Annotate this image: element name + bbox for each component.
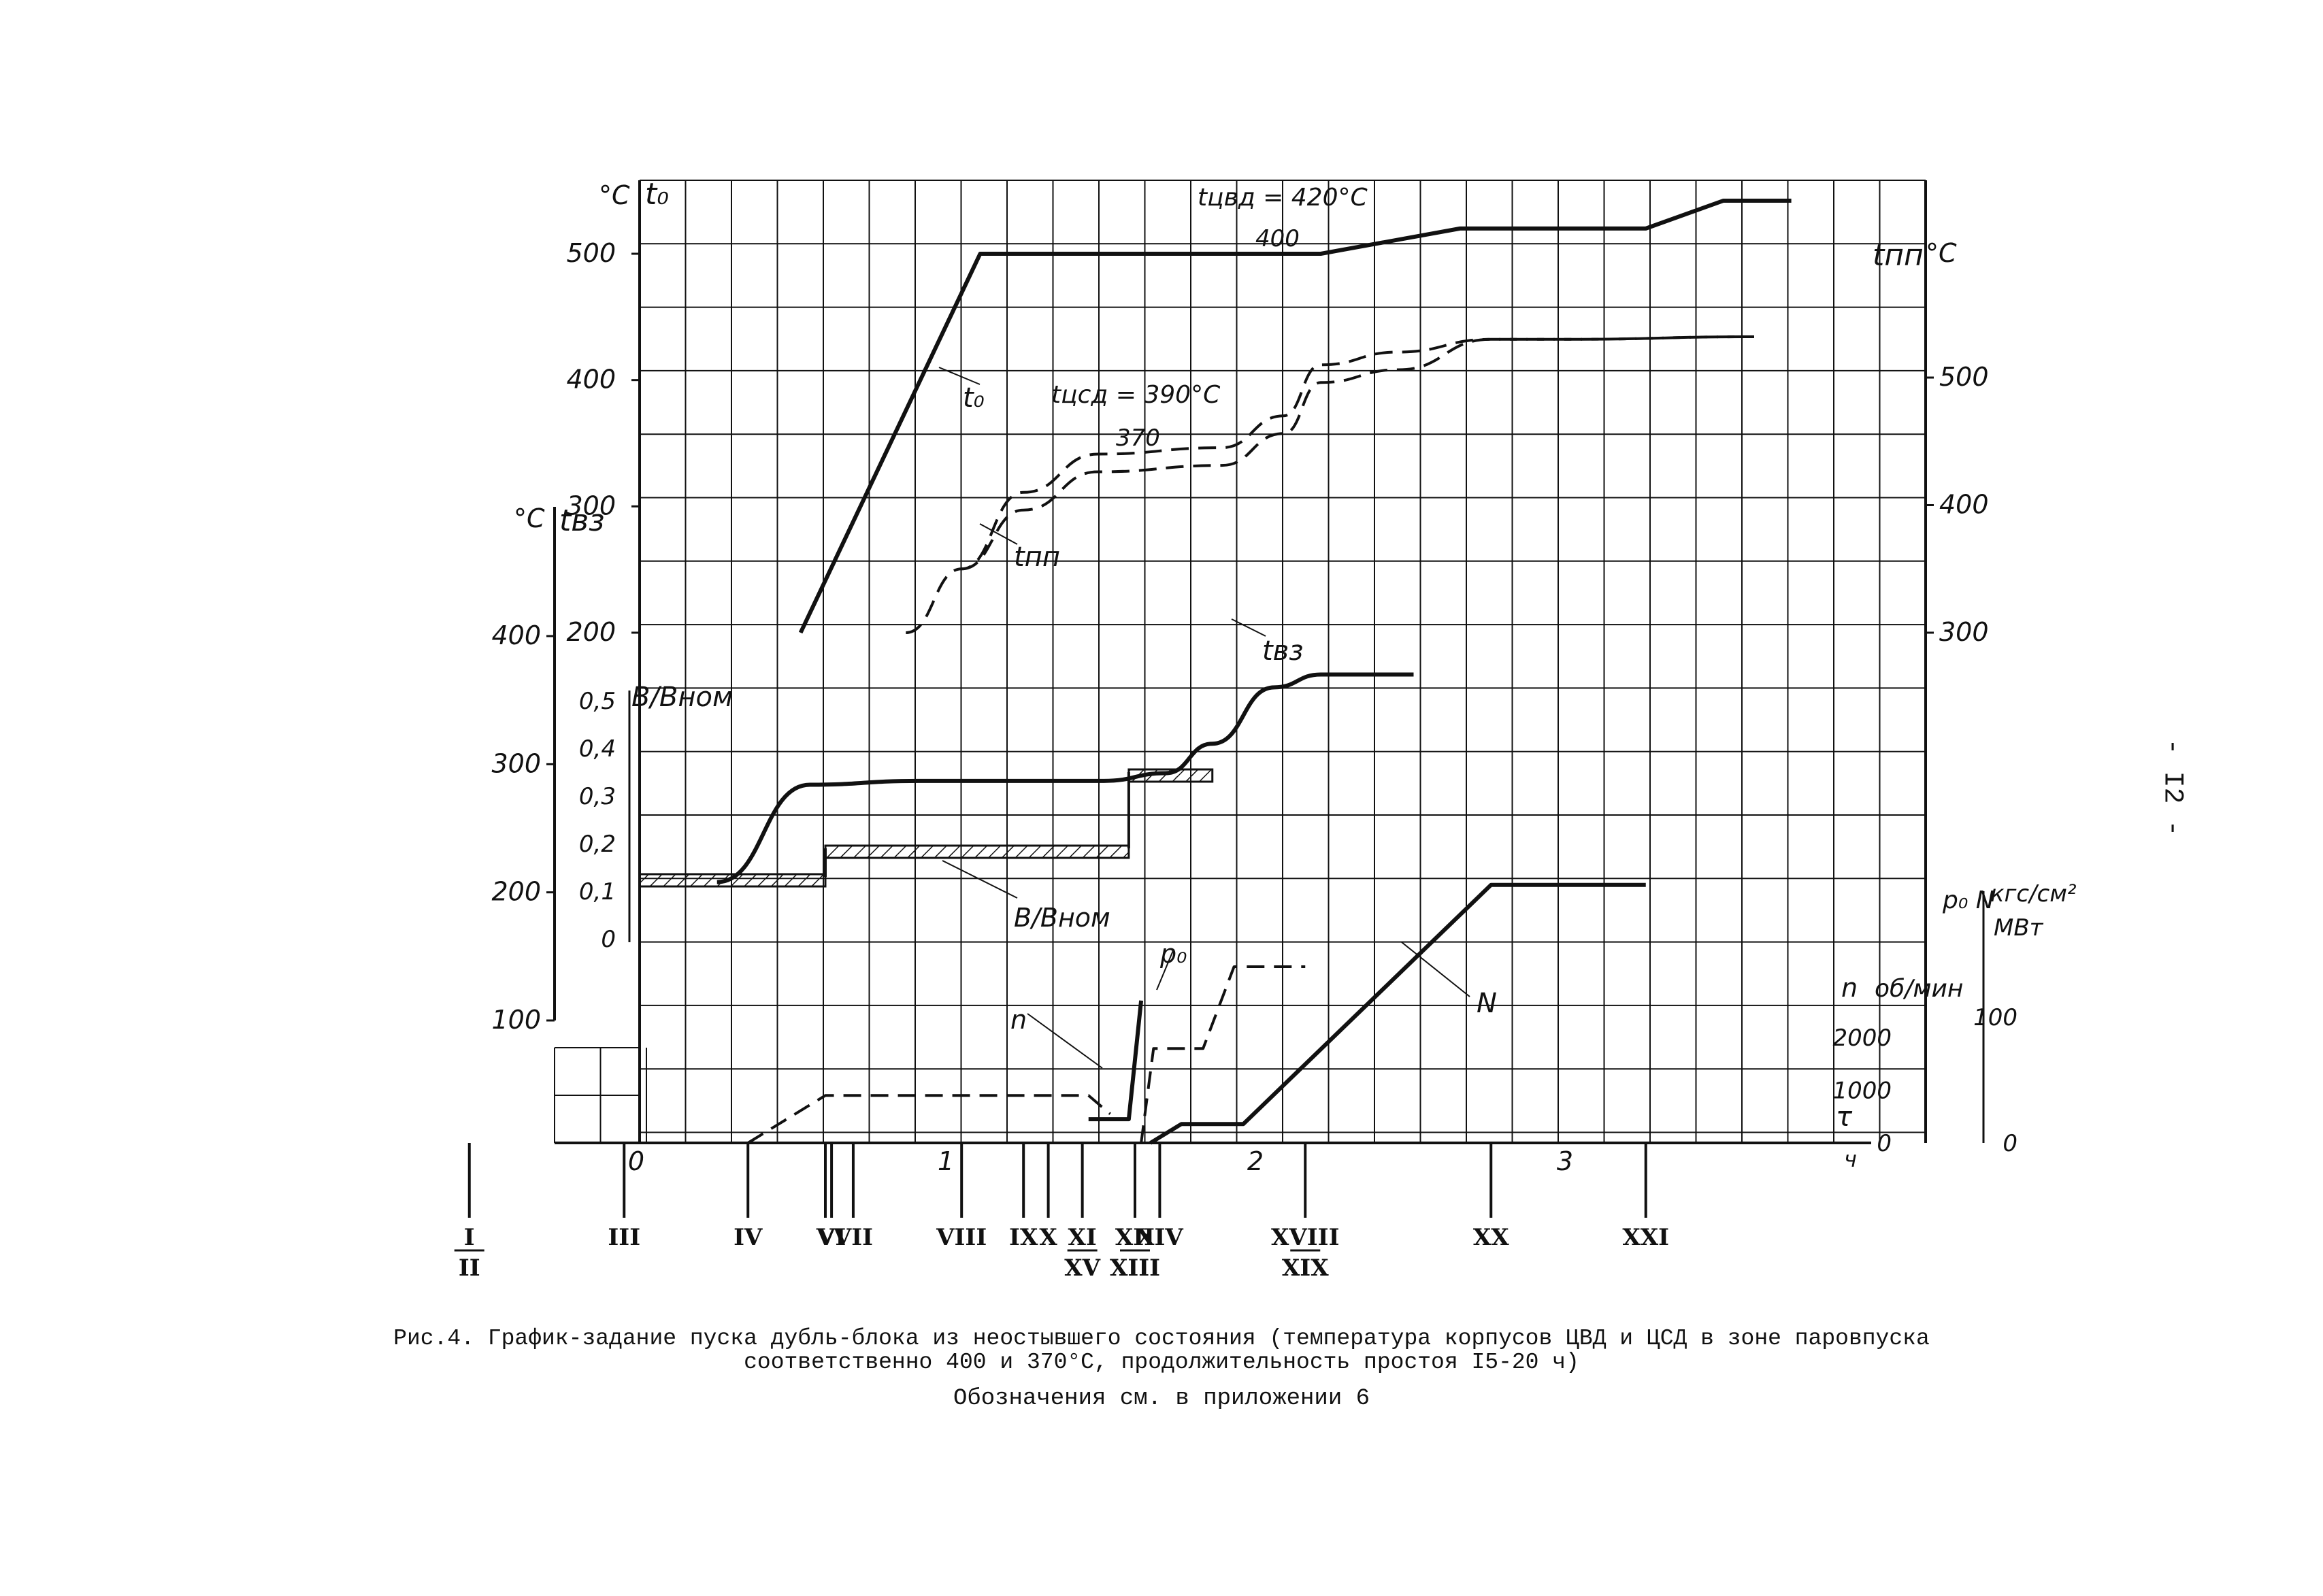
n-axis-unit: об/мин xyxy=(1875,975,1963,1003)
p0-curve-label: p₀ xyxy=(1159,939,1187,969)
tick-label: 0 xyxy=(2003,1130,2017,1157)
leader-line xyxy=(1027,1013,1103,1069)
leader-line xyxy=(938,367,981,385)
leader-line xyxy=(942,860,1018,899)
series-line-0 xyxy=(798,199,1792,634)
tick-label: 0,1 xyxy=(579,878,616,905)
tick-label: 100 xyxy=(491,1005,541,1035)
t0-axis-unit: °С xyxy=(599,180,630,210)
tick-label: 1000 xyxy=(1832,1078,1892,1105)
tpp-axis-unit: °С xyxy=(1926,238,1957,268)
event-label: XIII xyxy=(1110,1254,1160,1282)
event-label: XXI xyxy=(1622,1224,1669,1251)
event-label: X xyxy=(1039,1224,1057,1251)
n-axis-label: n xyxy=(1841,973,1858,1003)
tick-label: 100 xyxy=(1973,1004,2017,1031)
leader-line xyxy=(1156,948,1174,991)
tick-label: 500 xyxy=(566,238,616,268)
event-label: XX xyxy=(1473,1224,1509,1251)
b-ratio-segment xyxy=(638,873,827,888)
tpp-axis-label: tпп xyxy=(1873,238,1924,273)
figure-caption-line-2: соответственно 400 и 370°С, продолжитель… xyxy=(744,1350,1579,1375)
tick-label: 400 xyxy=(491,620,541,650)
event-label: XIV xyxy=(1136,1224,1183,1251)
tcsd-370-annotation: 370 xyxy=(1116,425,1160,452)
event-label: VII xyxy=(833,1224,873,1251)
tick-label: 400 xyxy=(1939,490,1989,520)
event-label: III xyxy=(608,1224,640,1251)
tick-label: 0 xyxy=(1877,1130,1892,1157)
tick-label: 0,3 xyxy=(579,783,616,810)
time-tick-label: 3 xyxy=(1557,1146,1573,1176)
tick-label: 300 xyxy=(566,491,616,520)
tick-label: 200 xyxy=(566,617,616,647)
event-label: XI xyxy=(1068,1224,1097,1251)
tick-label: 0 xyxy=(601,926,616,953)
leader-line xyxy=(1401,942,1470,997)
t0-curve-label: t₀ xyxy=(963,382,985,414)
time-tick-label: 1 xyxy=(938,1146,954,1176)
figure-caption-line-3: Обозначения см. в приложении 6 xyxy=(953,1386,1370,1412)
tcsd-annotation: tцсд = 390°С xyxy=(1051,381,1221,409)
p-axis-unit: кгс/см² xyxy=(1990,880,2077,908)
series-line-7 xyxy=(1149,882,1646,1145)
event-label: XVIII xyxy=(1271,1224,1339,1251)
figure-caption-line-1: Рис.4. График-задание пуска дубль-блока … xyxy=(393,1326,1930,1351)
page-number: - I2 - xyxy=(2156,738,2188,837)
tick-label: 200 xyxy=(491,877,541,907)
t0-axis-label: t₀ xyxy=(645,177,669,212)
tick-label: 300 xyxy=(491,748,541,778)
leader-line xyxy=(1231,618,1266,637)
labels-layer: °С t₀ tпп °С °С tвз В/Вном n об/мин p₀ N… xyxy=(514,177,2077,1172)
time-axis-symbol: τ xyxy=(1836,1101,1853,1133)
event-label: IV xyxy=(734,1224,763,1251)
tpp-curve-label: tпп xyxy=(1014,542,1060,573)
tick-label: 400 xyxy=(566,365,616,395)
n-power-curve-label: N xyxy=(1477,988,1497,1019)
event-label: XII xyxy=(1115,1224,1155,1251)
b-ratio-segment xyxy=(1127,768,1214,783)
tick-label: 2000 xyxy=(1832,1025,1892,1052)
series-line-6 xyxy=(1140,965,1306,1144)
tick-label: 300 xyxy=(1939,617,1989,647)
tvz-axis-unit: °С xyxy=(514,503,545,533)
event-label: I xyxy=(464,1224,475,1251)
event-label: II xyxy=(459,1254,480,1282)
tick-label: 0,4 xyxy=(579,735,616,763)
tick-labels-layer: 20030040050030040050010020030040000,10,2… xyxy=(491,238,2017,1176)
n-power-axis-unit: МВт xyxy=(1994,914,2044,942)
series-line-1 xyxy=(906,335,1755,634)
tcvd-400-annotation: 400 xyxy=(1255,225,1300,252)
b-ratio-segment xyxy=(824,844,1130,859)
chart-grid xyxy=(553,180,1985,1144)
event-label: IX xyxy=(1009,1224,1038,1251)
time-axis-unit: ч xyxy=(1844,1146,1857,1172)
series-line-4 xyxy=(747,1094,1111,1144)
series-layer xyxy=(638,199,1792,1145)
time-tick-label: 0 xyxy=(628,1146,644,1176)
tick-label: 500 xyxy=(1939,362,1989,392)
leader-line xyxy=(979,523,1018,545)
b-axis-label: В/Вном xyxy=(631,682,733,713)
event-label: XIX xyxy=(1282,1254,1329,1282)
time-tick-label: 2 xyxy=(1247,1146,1264,1176)
event-label: VI xyxy=(817,1224,846,1251)
event-label: V xyxy=(816,1224,835,1251)
p0n-axis-label: p₀ N xyxy=(1942,886,1994,914)
tcvd-annotation: tцвд = 420°С xyxy=(1198,184,1368,212)
tvz-curve-label: tвз xyxy=(1262,635,1304,667)
n-curve-label: n xyxy=(1010,1005,1027,1035)
series-line-5 xyxy=(1088,1000,1144,1122)
tvz-axis-label: tвз xyxy=(559,503,605,538)
event-label: XV xyxy=(1064,1254,1100,1282)
b-curve-label: В/Вном xyxy=(1014,903,1110,933)
tick-label: 0,5 xyxy=(579,688,616,715)
event-label: VIII xyxy=(936,1224,987,1251)
tick-label: 0,2 xyxy=(579,831,616,858)
series-line-tpp-370 xyxy=(961,335,1755,571)
